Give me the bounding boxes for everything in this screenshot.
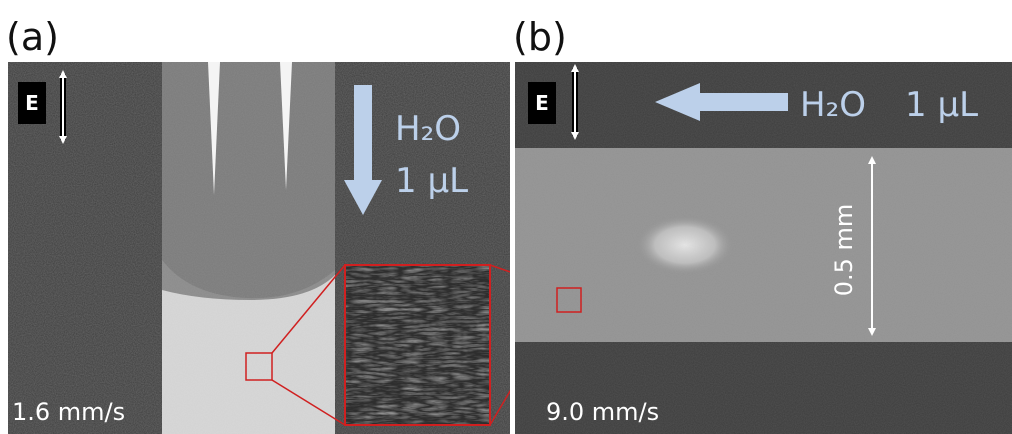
panel-a: (a) E H₂O 1 µL 1.6 mm/s [6,15,557,434]
speed: 9.0 mm/s [546,398,659,426]
inset-texture [345,265,490,425]
field-label: E [535,91,549,115]
flow-substance: H₂O [395,109,461,149]
channel-noise [162,62,335,434]
flow-volume: 1 µL [905,85,978,125]
panel-label: (b) [513,15,567,59]
flow-volume: 1 µL [395,161,468,201]
flow-substance: H₂O [800,85,866,125]
figure: (a) E H₂O 1 µL 1.6 mm/s (b) [0,0,1012,434]
scale-label: 0.5 mm [830,204,858,297]
panel-b: (b) E H₂O 1 µL 0.5 mm 9.0 mm/s [513,15,1012,434]
speed: 1.6 mm/s [12,398,125,426]
field-label: E [25,91,39,115]
panel-label: (a) [6,15,59,59]
